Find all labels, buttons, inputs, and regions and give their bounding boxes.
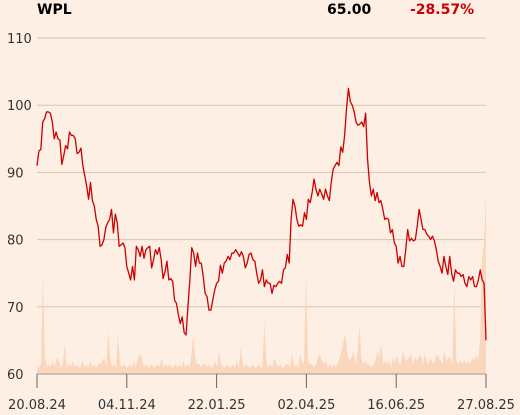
ticker-symbol: WPL <box>37 2 72 18</box>
last-price: 65.00 <box>327 2 372 18</box>
x-tick-label-3: 02.04.25 <box>277 398 335 413</box>
y-tick-label-100: 100 <box>7 99 32 114</box>
x-tick-label-1: 04.11.24 <box>98 398 156 413</box>
x-tick-label-0: 20.08.24 <box>8 398 66 413</box>
chart-header: WPL 65.00 -28.57% <box>0 0 520 24</box>
y-tick-label-70: 70 <box>7 301 24 316</box>
y-tick-label-60: 60 <box>7 368 24 383</box>
x-tick-label-2: 22.01.25 <box>188 398 246 413</box>
x-tick-label-4: 16.06.25 <box>367 398 425 413</box>
y-tick-label-110: 110 <box>7 32 32 47</box>
y-tick-label-90: 90 <box>7 166 24 181</box>
grid-lines <box>37 37 486 375</box>
y-tick-label-80: 80 <box>7 234 24 249</box>
x-tick-label-5: 27.08.25 <box>457 398 515 413</box>
price-change: -28.57% <box>410 2 475 18</box>
price-line-group <box>36 87 487 341</box>
volume-area <box>37 192 486 374</box>
price-line <box>36 87 487 341</box>
volume-area-path <box>37 192 486 374</box>
axes: 60 70 80 90 100 110 20.08.24 04.11.24 22.01.25 02… <box>7 32 515 413</box>
